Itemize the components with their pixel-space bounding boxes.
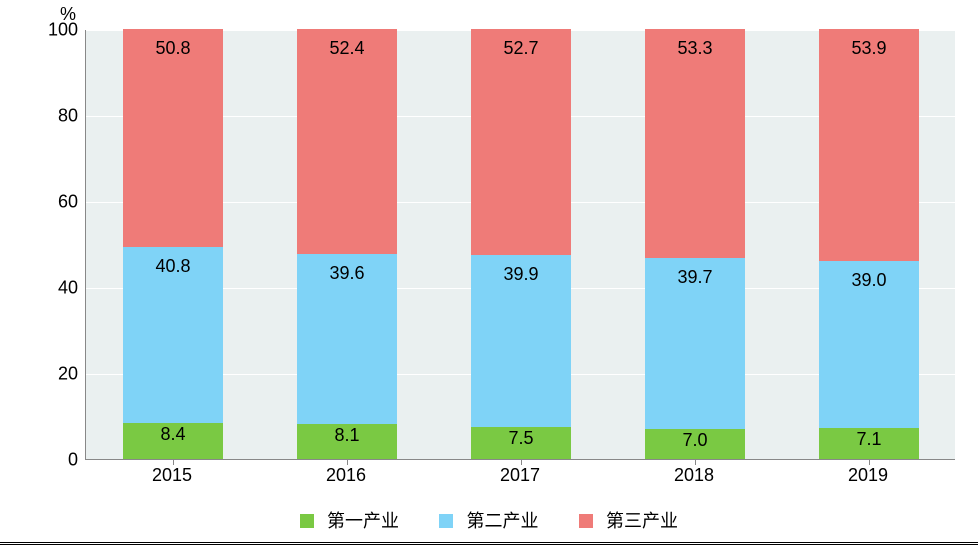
bar-segment	[645, 29, 745, 258]
bar-value-label: 50.8	[123, 38, 223, 59]
bar-value-label: 52.7	[471, 38, 571, 59]
bar-group: 7.0 39.7 53.3	[645, 29, 745, 459]
legend-item-primary: 第一产业	[300, 507, 399, 533]
bar-value-label: 53.3	[645, 38, 745, 59]
legend-swatch-secondary	[439, 514, 453, 528]
legend: 第一产业 第二产业 第三产业	[0, 507, 978, 533]
bar-segment	[123, 29, 223, 247]
bar-value-label: 7.0	[645, 430, 745, 451]
bar-value-label: 39.0	[819, 270, 919, 291]
ytick-label: 40	[18, 278, 78, 299]
ytick-label: 80	[18, 106, 78, 127]
xtick-label: 2019	[848, 465, 888, 486]
ytick-label: 20	[18, 364, 78, 385]
bar-value-label: 39.7	[645, 267, 745, 288]
bar-segment	[297, 29, 397, 254]
bar-value-label: 39.9	[471, 264, 571, 285]
bar-value-label: 53.9	[819, 38, 919, 59]
bar-value-label: 8.4	[123, 424, 223, 445]
bar-value-label: 7.1	[819, 429, 919, 450]
bar-group: 8.1 39.6 52.4	[297, 29, 397, 459]
legend-label-primary: 第一产业	[327, 511, 399, 531]
ytick-label: 0	[18, 450, 78, 471]
bar-segment	[471, 29, 571, 256]
legend-item-secondary: 第二产业	[439, 507, 538, 533]
bar-value-label: 39.6	[297, 263, 397, 284]
legend-item-tertiary: 第三产业	[579, 507, 678, 533]
ytick-label: 100	[18, 20, 78, 41]
xtick-label: 2016	[326, 465, 366, 486]
legend-label-tertiary: 第三产业	[606, 511, 678, 531]
legend-swatch-primary	[300, 514, 314, 528]
legend-label-secondary: 第二产业	[467, 511, 539, 531]
xtick-label: 2015	[152, 465, 192, 486]
bar-value-label: 52.4	[297, 38, 397, 59]
chart-container: % 8.440.850.88.139.652.47.539.952.77.039…	[0, 0, 978, 545]
bar-group: 7.1 39.0 53.9	[819, 29, 919, 459]
bar-value-label: 8.1	[297, 425, 397, 446]
bar-group: 7.5 39.9 52.7	[471, 29, 571, 459]
bar-value-label: 7.5	[471, 428, 571, 449]
legend-swatch-tertiary	[579, 514, 593, 528]
ytick-label: 60	[18, 192, 78, 213]
bar-value-label: 40.8	[123, 256, 223, 277]
plot-area: 8.4 40.8 50.8 8.1 39.6 52.4 7.5 39.9 52.7 7.0 39.7…	[85, 30, 955, 460]
bar-group: 8.4 40.8 50.8	[123, 29, 223, 459]
xtick-label: 2017	[500, 465, 540, 486]
bar-segment	[819, 29, 919, 261]
xtick-label: 2018	[674, 465, 714, 486]
